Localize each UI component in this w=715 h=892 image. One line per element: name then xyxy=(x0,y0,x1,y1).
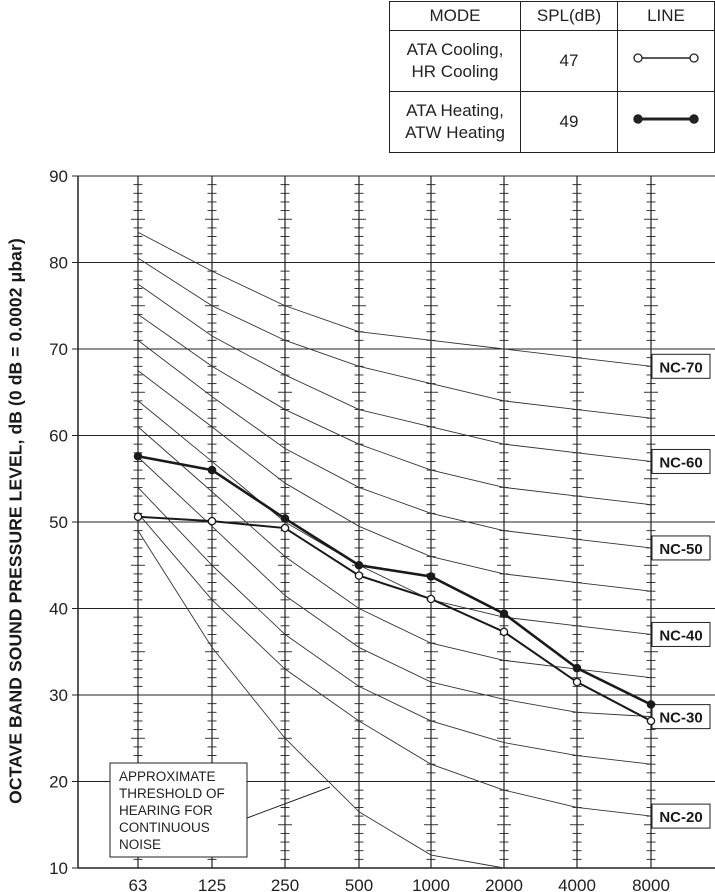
heating-data-point xyxy=(499,609,509,618)
heating-series-line xyxy=(137,454,652,706)
nc-curve-label: NC-60 xyxy=(659,454,702,471)
y-tick-label: 40 xyxy=(49,600,68,619)
heating-data-point xyxy=(354,561,364,570)
y-tick-label: 10 xyxy=(49,859,68,878)
x-tick-label: 63 xyxy=(129,876,148,892)
y-tick-label: 60 xyxy=(49,427,68,446)
nc-curve xyxy=(137,513,652,817)
nc-curve-label: NC-70 xyxy=(659,359,702,376)
nc-label-box xyxy=(651,803,711,829)
cooling-data-point xyxy=(646,716,656,726)
x-tick-label: 500 xyxy=(345,876,373,892)
nc-curve xyxy=(137,370,652,592)
legend-row-heating: ATA Heating, ATW Heating 49 xyxy=(389,91,715,153)
legend-header-line: LINE xyxy=(617,1,715,31)
y-tick-label: 30 xyxy=(49,686,68,705)
heating-data-point xyxy=(280,514,290,523)
annotation-text: HEARING FOR xyxy=(119,803,213,818)
nc-curve xyxy=(137,339,652,549)
nc-label-box xyxy=(651,353,711,379)
annotation-box xyxy=(109,762,248,858)
nc-curve-label: NC-40 xyxy=(659,627,702,644)
nc-curve xyxy=(137,426,652,679)
open-circle-line-icon xyxy=(633,53,699,63)
filled-circle-line-icon xyxy=(633,114,699,124)
legend-mode-text: HR Cooling xyxy=(411,62,499,81)
x-tick-label: 2000 xyxy=(485,876,523,892)
annotation-leader-line xyxy=(246,786,331,819)
cooling-data-point xyxy=(207,516,217,526)
nc-curve xyxy=(137,257,652,419)
legend-header-mode: MODE xyxy=(389,1,521,31)
annotation-text: THRESHOLD OF xyxy=(119,786,225,801)
y-tick-label: 70 xyxy=(49,340,68,359)
y-tick-label: 50 xyxy=(49,513,68,532)
nc-curve xyxy=(137,400,652,635)
nc-curve xyxy=(137,487,652,765)
heating-data-point xyxy=(572,663,582,673)
nc-curve xyxy=(137,231,652,367)
nc-curve xyxy=(137,283,652,462)
annotation-text: APPROXIMATE xyxy=(119,769,216,784)
x-tick-label: 1000 xyxy=(412,876,450,892)
y-tick-label: 20 xyxy=(49,773,68,792)
cooling-data-point xyxy=(133,512,143,522)
legend-mode-text: ATA Heating, xyxy=(406,101,504,120)
legend-table: MODE SPL(dB) LINE ATA Cooling, HR Coolin… xyxy=(389,1,715,153)
nc-label-box xyxy=(651,448,711,474)
nc-curve-label: NC-20 xyxy=(659,809,702,826)
legend-row-cooling: ATA Cooling, HR Cooling 47 xyxy=(389,30,715,92)
legend-header-spl: SPL(dB) xyxy=(520,1,618,31)
legend-line-cell xyxy=(617,91,715,153)
x-tick-label: 8000 xyxy=(632,876,670,892)
x-tick-label: 125 xyxy=(198,876,226,892)
nc-label-box xyxy=(651,535,711,561)
nc-curve xyxy=(137,456,652,718)
nc-label-box xyxy=(651,621,711,647)
cooling-data-point xyxy=(354,571,364,580)
legend-mode-text: ATA Cooling, xyxy=(406,40,504,59)
cooling-data-point xyxy=(572,677,582,687)
annotation-text: CONTINUOUS xyxy=(119,820,210,835)
nc-curve-label: NC-50 xyxy=(659,541,702,558)
cooling-data-point xyxy=(426,594,436,604)
cooling-series-line xyxy=(137,515,652,722)
nc-curve xyxy=(137,530,505,869)
y-tick-label: 90 xyxy=(49,167,68,186)
cooling-data-point xyxy=(280,523,290,533)
heating-data-point xyxy=(133,452,143,461)
nc-curve-label: NC-30 xyxy=(659,710,702,727)
legend-mode-cell: ATA Heating, ATW Heating xyxy=(389,91,521,153)
legend-mode-text: ATW Heating xyxy=(405,123,505,142)
nc-label-box xyxy=(651,704,711,730)
heating-data-point xyxy=(426,572,436,581)
annotation-text: NOISE xyxy=(119,837,161,852)
heating-data-point xyxy=(646,700,656,709)
x-tick-label: 250 xyxy=(271,876,299,892)
nc-curve xyxy=(137,314,652,506)
y-tick-label: 80 xyxy=(49,254,68,273)
legend-spl-value: 49 xyxy=(520,91,618,153)
legend-line-cell xyxy=(617,30,715,92)
legend-spl-value: 47 xyxy=(520,30,618,92)
x-tick-label: 4000 xyxy=(558,876,596,892)
heating-data-point xyxy=(207,465,217,475)
cooling-data-point xyxy=(499,627,509,637)
